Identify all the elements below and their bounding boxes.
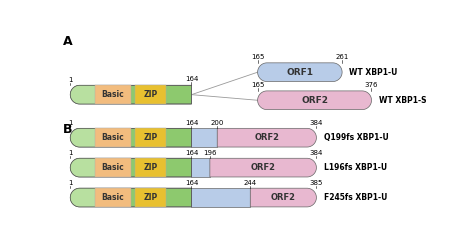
Bar (191, 188, 250, 207)
Polygon shape (70, 128, 113, 147)
Text: 385: 385 (310, 180, 323, 186)
Text: ORF2: ORF2 (301, 96, 328, 105)
Polygon shape (70, 188, 113, 207)
Polygon shape (70, 158, 191, 177)
Text: 1: 1 (68, 120, 73, 126)
Text: 165: 165 (251, 82, 264, 88)
Bar (94, 158, 131, 177)
Polygon shape (258, 63, 342, 82)
Text: 165: 165 (251, 54, 264, 60)
Text: ORF1: ORF1 (286, 68, 313, 77)
Polygon shape (250, 188, 316, 207)
Text: 164: 164 (185, 180, 198, 186)
Bar (191, 128, 217, 147)
Text: 1: 1 (68, 180, 73, 186)
Bar (135, 188, 166, 207)
Text: 244: 244 (244, 180, 257, 186)
Bar (135, 158, 166, 177)
Text: ORF2: ORF2 (251, 163, 275, 172)
Bar (191, 158, 210, 177)
Text: 1: 1 (68, 78, 73, 83)
Text: Basic: Basic (101, 133, 124, 142)
Text: L196fs XBP1-U: L196fs XBP1-U (324, 163, 387, 172)
Bar (135, 85, 166, 104)
Text: WT XBP1-U: WT XBP1-U (349, 68, 398, 77)
Text: 164: 164 (185, 77, 198, 82)
Polygon shape (70, 85, 113, 104)
Text: 384: 384 (310, 120, 323, 126)
Text: ZIP: ZIP (143, 163, 157, 172)
Text: Q199fs XBP1-U: Q199fs XBP1-U (324, 133, 389, 142)
Text: Basic: Basic (101, 163, 124, 172)
Polygon shape (70, 128, 191, 147)
Bar (94, 188, 131, 207)
Polygon shape (217, 128, 316, 147)
Text: 196: 196 (203, 150, 217, 156)
Text: ORF2: ORF2 (255, 133, 279, 142)
Text: ORF2: ORF2 (271, 193, 296, 202)
Polygon shape (210, 158, 316, 177)
Text: WT XBP1-S: WT XBP1-S (379, 96, 426, 105)
Text: ZIP: ZIP (143, 90, 157, 99)
Text: 164: 164 (185, 150, 198, 156)
Text: B: B (63, 123, 73, 136)
Bar (94, 128, 131, 147)
Text: 261: 261 (336, 54, 349, 60)
Text: Basic: Basic (101, 193, 124, 202)
Text: Basic: Basic (101, 90, 124, 99)
Text: ZIP: ZIP (143, 193, 157, 202)
Polygon shape (70, 85, 191, 104)
Polygon shape (70, 158, 113, 177)
Polygon shape (70, 188, 191, 207)
Text: 200: 200 (210, 120, 224, 126)
Text: ZIP: ZIP (143, 133, 157, 142)
Text: F245fs XBP1-U: F245fs XBP1-U (324, 193, 387, 202)
Bar (94, 85, 131, 104)
Text: 376: 376 (365, 82, 378, 88)
Bar (135, 128, 166, 147)
Text: 1: 1 (68, 150, 73, 156)
Text: A: A (63, 35, 73, 48)
Text: 164: 164 (185, 120, 198, 126)
Text: 384: 384 (310, 150, 323, 156)
Polygon shape (258, 91, 372, 110)
